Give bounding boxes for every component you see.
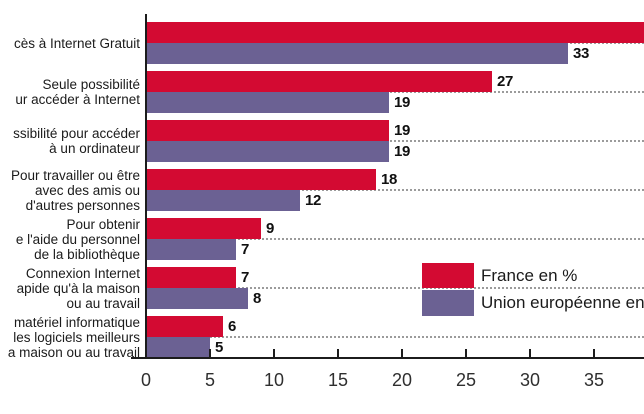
x-tickmark	[465, 349, 467, 357]
bar-france-1	[146, 71, 492, 92]
category-label: Pour travailler ou être avec des amis ou d…	[0, 168, 140, 213]
category-label: Connexion Internet apide qu'à la maison ou…	[0, 266, 140, 311]
value-label: 27	[497, 73, 514, 90]
x-tick-label: 20	[391, 370, 413, 390]
value-label: 7	[241, 269, 250, 286]
x-tickmark	[209, 349, 211, 357]
x-tickmark	[337, 349, 339, 357]
bar-eu-3	[146, 190, 300, 211]
x-tickmark	[593, 349, 595, 357]
x-tick-label: 5	[204, 370, 215, 390]
value-label: 8	[253, 290, 262, 307]
bar-france-6	[146, 316, 223, 337]
category-label: Pour obtenir e l'aide du personnel de la b…	[0, 217, 140, 262]
x-axis-line	[131, 357, 644, 359]
legend-label-eu: Union européenne en	[481, 293, 644, 312]
bar-eu-0	[146, 43, 568, 64]
category-label-line: Connexion Internet	[25, 265, 140, 281]
bar-france-4	[146, 218, 261, 239]
x-tickmark	[401, 349, 403, 357]
category-label-line: cès à Internet Gratuit	[13, 35, 140, 51]
value-label: 19	[394, 94, 411, 111]
group-gridline	[146, 91, 644, 93]
category-label-line: Pour travailler ou être	[10, 167, 140, 183]
bar-france-0	[146, 22, 644, 43]
bar-france-2	[146, 120, 389, 141]
category-label: cès à Internet Gratuit	[0, 36, 140, 51]
category-label-line: Pour obtenir	[66, 216, 140, 232]
category-label-line: Seule possibilité	[42, 77, 140, 92]
category-label: matériel informatique les logiciels meill…	[0, 315, 140, 360]
value-label: 19	[394, 143, 411, 160]
group-gridline	[146, 189, 644, 191]
x-tick-label: 35	[583, 370, 605, 390]
value-label: 5	[215, 339, 224, 356]
value-label: 6	[228, 318, 237, 335]
bar-france-3	[146, 169, 376, 190]
value-label: 9	[266, 220, 275, 237]
x-tick-label: 0	[140, 370, 151, 390]
category-label-line: ur accéder à Internet	[15, 92, 140, 107]
category-label-line: de la bibliothèque	[34, 246, 140, 262]
category-label-line: ou au travail	[66, 295, 140, 311]
category-label-line: à un ordinateur	[49, 141, 140, 156]
legend-swatch-france	[422, 263, 474, 288]
x-tick-label: 25	[455, 370, 477, 390]
category-label-line: d'autres personnes	[25, 197, 140, 213]
value-label: 18	[381, 171, 398, 188]
legend-swatch-eu	[422, 290, 474, 316]
value-label: 7	[241, 241, 250, 258]
value-label: 19	[394, 122, 411, 139]
bar-eu-5	[146, 288, 248, 309]
x-tick-label: 15	[327, 370, 349, 390]
category-label-line: e l'aide du personnel	[15, 231, 140, 247]
category-label-line: ssibilité pour accéder	[13, 126, 140, 141]
bar-eu-6	[146, 337, 210, 358]
category-label: Seule possibilité ur accéder à Internet	[0, 77, 140, 107]
bar-eu-4	[146, 239, 236, 260]
x-tickmark	[529, 349, 531, 357]
value-label: 33	[573, 45, 590, 62]
x-tick-label: 30	[519, 370, 541, 390]
category-label: ssibilité pour accéder à un ordinateur	[0, 126, 140, 156]
category-label-line: a maison ou au travail	[7, 344, 140, 360]
category-label-line: les logiciels meilleurs	[13, 329, 140, 345]
value-label: 12	[305, 192, 322, 209]
group-gridline	[146, 238, 644, 240]
group-gridline	[146, 336, 644, 338]
category-label-line: matériel informatique	[13, 314, 140, 330]
bar-eu-2	[146, 141, 389, 162]
bar-eu-1	[146, 92, 389, 113]
group-gridline	[146, 140, 644, 142]
x-tickmark	[273, 349, 275, 357]
bar-france-5	[146, 267, 236, 288]
category-label-line: apide qu'à la maison	[16, 280, 140, 296]
category-label-line: avec des amis ou	[34, 182, 140, 198]
x-tick-label: 10	[263, 370, 285, 390]
y-axis-line	[145, 14, 147, 359]
group-gridline	[146, 287, 644, 289]
legend-label-france: France en %	[481, 265, 578, 285]
